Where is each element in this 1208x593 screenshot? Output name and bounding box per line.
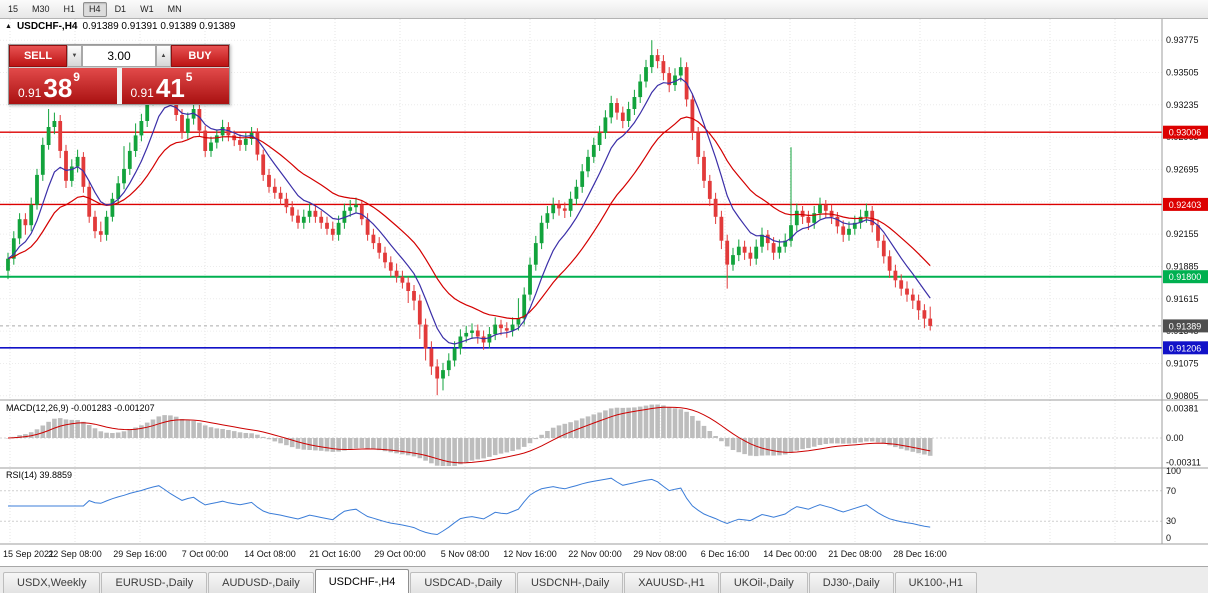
svg-text:21 Dec 08:00: 21 Dec 08:00 bbox=[828, 549, 882, 559]
svg-text:15 Sep 2021: 15 Sep 2021 bbox=[3, 549, 54, 559]
sell-price-sup: 9 bbox=[73, 70, 80, 84]
svg-text:100: 100 bbox=[1166, 466, 1181, 476]
svg-text:0.92695: 0.92695 bbox=[1166, 165, 1199, 175]
timeframe-button-m30[interactable]: M30 bbox=[32, 3, 50, 14]
one-click-prices: 0.91 38 9 0.91 41 5 bbox=[9, 68, 229, 104]
chart-tab-usdcnh[interactable]: USDCNH-,Daily bbox=[516, 572, 624, 593]
timeframe-buttons: 15 M30 H1 H4 D1 W1 MN bbox=[2, 1, 188, 17]
panel-dividers bbox=[0, 18, 1208, 545]
svg-text:14 Dec 00:00: 14 Dec 00:00 bbox=[763, 549, 817, 559]
svg-text:29 Oct 00:00: 29 Oct 00:00 bbox=[374, 549, 426, 559]
svg-text:0.90805: 0.90805 bbox=[1166, 391, 1199, 401]
chart-tab-uk100[interactable]: UK100-,H1 bbox=[894, 572, 978, 593]
sell-price-big: 38 bbox=[43, 73, 73, 103]
svg-text:22 Nov 00:00: 22 Nov 00:00 bbox=[568, 549, 622, 559]
svg-text:29 Nov 08:00: 29 Nov 08:00 bbox=[633, 549, 687, 559]
one-click-header: SELL ▼ 3.00 ▲ BUY bbox=[9, 45, 229, 68]
chart-tab-eurusd[interactable]: EURUSD-,Daily bbox=[101, 572, 208, 593]
buy-price-big: 41 bbox=[155, 73, 185, 103]
svg-text:0.91800: 0.91800 bbox=[1169, 272, 1202, 282]
timeframe-button-h1[interactable]: H1 bbox=[63, 3, 76, 14]
chart-symbol-period: USDCHF-,H4 bbox=[16, 21, 78, 32]
svg-text:30: 30 bbox=[1166, 516, 1176, 526]
macd-values: -0.001283 -0.001207 bbox=[71, 403, 155, 413]
sell-price-small: 0.91 bbox=[18, 86, 42, 100]
svg-text:21 Oct 16:00: 21 Oct 16:00 bbox=[309, 549, 361, 559]
svg-text:0.91615: 0.91615 bbox=[1166, 294, 1199, 304]
svg-text:0.92403: 0.92403 bbox=[1169, 200, 1202, 210]
rsi-label: RSI(14) 39.8859 bbox=[6, 470, 72, 480]
svg-text:12 Nov 16:00: 12 Nov 16:00 bbox=[503, 549, 557, 559]
chart-tabs-bar: USDX,Weekly EURUSD-,Daily AUDUSD-,Daily USD… bbox=[0, 566, 1208, 593]
svg-text:14 Oct 08:00: 14 Oct 08:00 bbox=[244, 549, 296, 559]
oneclick-collapse-icon[interactable]: ▲ bbox=[5, 22, 12, 30]
rsi-layer bbox=[8, 477, 931, 536]
svg-text:0.93235: 0.93235 bbox=[1166, 100, 1199, 110]
svg-text:0: 0 bbox=[1166, 533, 1171, 543]
timeframe-toolbar: 15 M30 H1 H4 D1 W1 MN bbox=[0, 0, 1208, 19]
chart-ohlc-values: 0.91389 0.91391 0.91389 0.91389 bbox=[82, 21, 236, 32]
timeframe-button-d1[interactable]: D1 bbox=[114, 3, 127, 14]
chart-tab-ukoil[interactable]: UKOil-,Daily bbox=[719, 572, 808, 593]
svg-text:7 Oct 00:00: 7 Oct 00:00 bbox=[182, 549, 229, 559]
volume-input[interactable]: 3.00 bbox=[82, 45, 156, 67]
grid-layer bbox=[0, 19, 1162, 543]
svg-text:0.91389: 0.91389 bbox=[1169, 321, 1202, 331]
svg-text:28 Dec 16:00: 28 Dec 16:00 bbox=[893, 549, 947, 559]
chart-tab-usdchf[interactable]: USDCHF-,H4 bbox=[314, 569, 410, 593]
svg-text:0.92155: 0.92155 bbox=[1166, 229, 1199, 239]
chart-tab-xauusd[interactable]: XAUUSD-,H1 bbox=[624, 572, 719, 593]
svg-text:22 Sep 08:00: 22 Sep 08:00 bbox=[48, 549, 102, 559]
svg-text:0.93006: 0.93006 bbox=[1169, 128, 1202, 138]
buy-price-sup: 5 bbox=[185, 70, 193, 84]
macd-label: MACD(12,26,9) -0.001283 -0.001207 bbox=[6, 403, 155, 413]
chart-tab-usdcad[interactable]: USDCAD-,Daily bbox=[410, 572, 516, 593]
buy-button[interactable]: BUY bbox=[171, 45, 229, 67]
timeframe-button-15[interactable]: 15 bbox=[8, 3, 19, 14]
svg-text:0.91885: 0.91885 bbox=[1166, 262, 1199, 272]
rsi-value: 39.8859 bbox=[39, 470, 73, 480]
volume-increase-button[interactable]: ▲ bbox=[156, 45, 171, 67]
chart-tab-usdx[interactable]: USDX,Weekly bbox=[3, 572, 101, 593]
timeframe-button-h4[interactable]: H4 bbox=[83, 1, 107, 17]
chart-tab-dj30[interactable]: DJ30-,Daily bbox=[808, 572, 894, 593]
one-click-trading-panel: SELL ▼ 3.00 ▲ BUY 0.91 38 9 0.91 41 5 bbox=[8, 44, 230, 105]
sell-price-display[interactable]: 0.91 38 9 bbox=[9, 68, 117, 104]
timeframe-button-mn[interactable]: MN bbox=[167, 3, 182, 14]
svg-text:5 Nov 08:00: 5 Nov 08:00 bbox=[441, 549, 490, 559]
macd-layer bbox=[5, 404, 933, 466]
chart-tab-audusd[interactable]: AUDUSD-,Daily bbox=[208, 572, 314, 593]
rsi-name: RSI(14) bbox=[6, 470, 38, 480]
svg-text:6 Dec 16:00: 6 Dec 16:00 bbox=[701, 549, 750, 559]
buy-price-small: 0.91 bbox=[130, 86, 154, 100]
price-badges: 0.93006 0.92403 0.91800 0.91206 0.91389 bbox=[1163, 125, 1208, 355]
sell-button[interactable]: SELL bbox=[9, 45, 67, 67]
macd-name: MACD(12,26,9) bbox=[6, 403, 69, 413]
svg-text:0.91206: 0.91206 bbox=[1169, 343, 1202, 353]
svg-text:0.00381: 0.00381 bbox=[1166, 403, 1199, 413]
horizontal-lines-layer[interactable] bbox=[0, 131, 1162, 349]
moving-averages-layer bbox=[7, 77, 931, 345]
svg-text:29 Sep 16:00: 29 Sep 16:00 bbox=[113, 549, 167, 559]
chart-title: ▲ USDCHF-,H4 0.91389 0.91391 0.91389 0.9… bbox=[5, 21, 235, 32]
svg-text:0.93505: 0.93505 bbox=[1166, 68, 1199, 78]
svg-text:70: 70 bbox=[1166, 486, 1176, 496]
buy-price-display[interactable]: 0.91 41 5 bbox=[121, 68, 229, 104]
svg-text:0.93775: 0.93775 bbox=[1166, 35, 1199, 45]
svg-text:0.91075: 0.91075 bbox=[1166, 359, 1199, 369]
volume-decrease-button[interactable]: ▼ bbox=[67, 45, 82, 67]
svg-text:0.00: 0.00 bbox=[1166, 433, 1184, 443]
svg-text:-0.00311: -0.00311 bbox=[1166, 457, 1201, 467]
timeframe-button-w1[interactable]: W1 bbox=[140, 3, 154, 14]
